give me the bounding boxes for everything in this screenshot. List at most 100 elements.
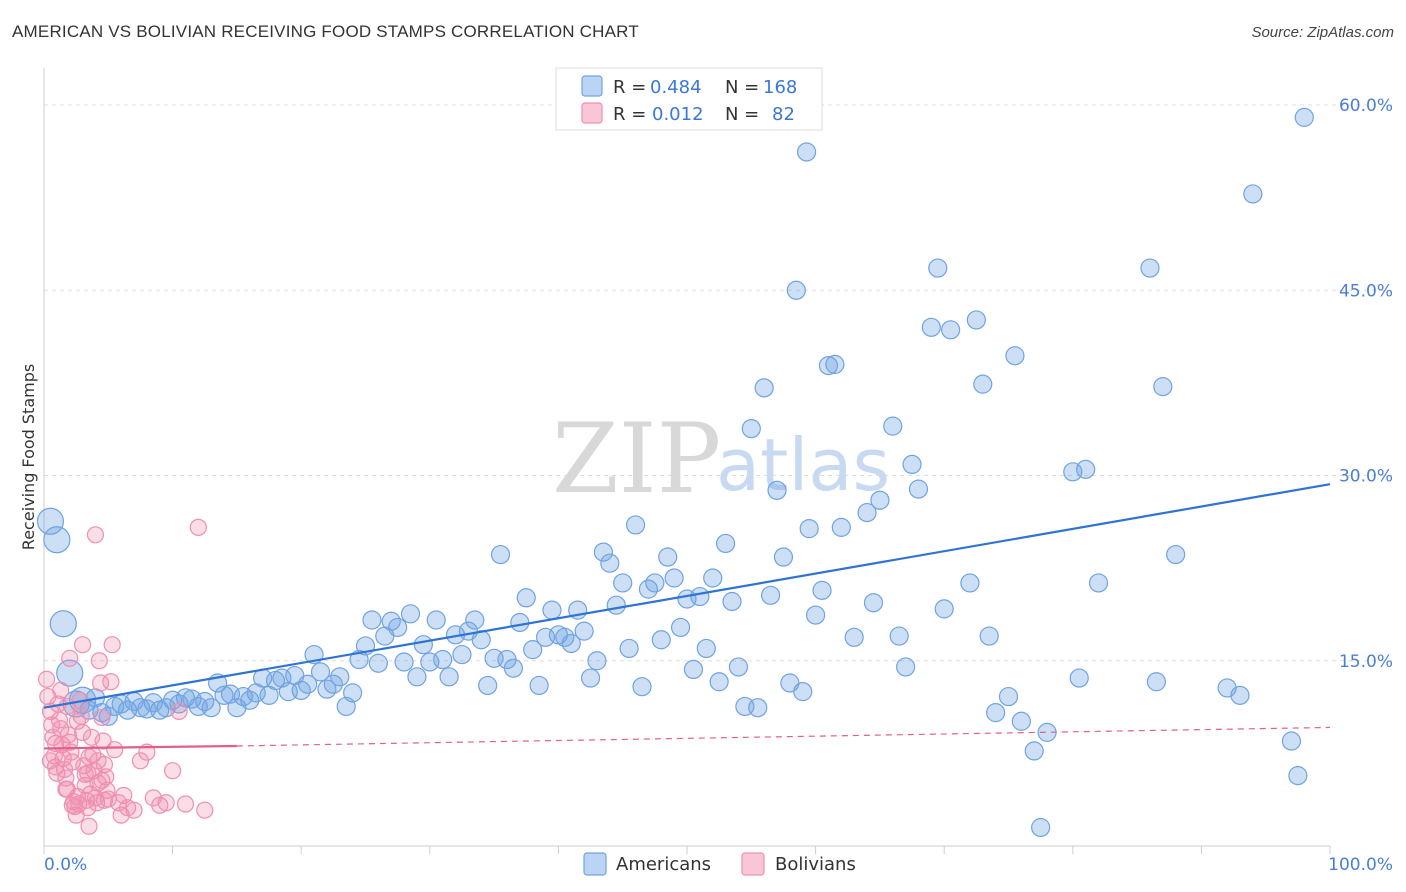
american-point — [767, 480, 787, 500]
american-point — [825, 354, 845, 374]
american-point — [960, 573, 980, 593]
bolivians-points — [37, 518, 214, 835]
bolivian-point — [37, 670, 56, 688]
bolivians-r-value: 0.012 — [652, 104, 704, 125]
american-point — [413, 635, 433, 655]
american-point — [1005, 346, 1025, 366]
bolivian-point — [106, 741, 124, 759]
american-point — [43, 526, 71, 554]
bolivians-trendline-extension — [236, 726, 1331, 747]
american-point — [1166, 544, 1186, 565]
american-point — [883, 416, 903, 436]
bolivian-point — [95, 791, 114, 809]
american-point — [478, 675, 498, 696]
american-point — [400, 604, 421, 624]
bolivian-point — [176, 795, 195, 813]
bolivian-point — [157, 794, 175, 812]
american-point — [786, 280, 806, 300]
american-point — [748, 698, 768, 718]
y-tick-label: 60.0% — [1339, 96, 1393, 116]
american-point — [510, 612, 530, 633]
americans-swatch — [581, 75, 603, 97]
american-point — [908, 479, 929, 499]
american-point — [754, 378, 774, 398]
bolivian-point — [189, 518, 207, 536]
american-point — [998, 686, 1019, 707]
watermark-zip: ZIP — [552, 403, 721, 515]
bolivians-n-label: N = — [725, 104, 759, 125]
american-point — [728, 657, 749, 677]
american-point — [741, 418, 761, 439]
american-point — [1288, 766, 1308, 786]
americans-n-label: N = — [725, 77, 759, 98]
bolivian-point — [90, 652, 108, 670]
bolivian-point — [196, 801, 214, 819]
american-point — [613, 573, 633, 593]
american-point — [1146, 672, 1166, 692]
american-point — [574, 621, 594, 641]
american-point — [818, 356, 839, 376]
bolivian-point — [115, 786, 133, 804]
american-point — [593, 542, 614, 562]
bolivian-point — [79, 764, 97, 782]
american-point — [1243, 184, 1263, 204]
american-point — [1076, 459, 1096, 479]
x-ticks — [43, 846, 1331, 854]
american-point — [56, 659, 84, 687]
american-point — [36, 507, 65, 535]
bolivian-point — [103, 636, 121, 654]
american-point — [1011, 711, 1031, 731]
y-tick-label: 30.0% — [1339, 467, 1393, 487]
x-tick-labels: 0.0% 100.0% — [44, 855, 1393, 875]
legend-bolivians-swatch — [741, 852, 765, 876]
bolivian-point — [41, 752, 60, 770]
american-point — [388, 617, 408, 638]
american-point — [760, 585, 781, 605]
y-tick-label: 45.0% — [1339, 281, 1393, 301]
american-point — [580, 668, 601, 688]
american-point — [986, 703, 1006, 723]
bolivian-point — [73, 636, 92, 654]
american-point — [143, 693, 163, 713]
legend-bolivians-label: Bolivians — [775, 854, 856, 875]
american-point — [330, 667, 350, 687]
american-point — [368, 653, 388, 673]
american-point — [298, 674, 318, 694]
bolivian-point — [131, 752, 150, 770]
american-point — [645, 573, 665, 593]
bolivians-r-label: R = — [613, 104, 646, 125]
american-point — [690, 586, 710, 607]
americans-r-label: R = — [613, 77, 646, 98]
american-point — [587, 651, 607, 671]
bolivian-point — [61, 649, 79, 667]
american-point — [201, 698, 221, 718]
american-point — [1069, 668, 1089, 688]
bolivian-point — [164, 762, 182, 780]
american-point — [523, 640, 543, 660]
bolivian-point — [58, 780, 76, 798]
american-point — [542, 600, 562, 620]
american-point — [722, 591, 742, 612]
americans-trendline — [43, 483, 1331, 709]
american-point — [1140, 258, 1160, 278]
bolivian-point — [94, 732, 112, 750]
american-point — [921, 317, 941, 337]
american-point — [240, 690, 260, 710]
american-point — [934, 599, 954, 619]
american-point — [323, 674, 343, 694]
american-point — [600, 553, 620, 573]
american-point — [863, 593, 884, 613]
american-point — [619, 638, 639, 659]
american-point — [844, 627, 864, 647]
american-point — [979, 626, 999, 646]
american-point — [658, 547, 678, 567]
american-point — [857, 502, 877, 523]
american-point — [439, 667, 459, 687]
american-point — [889, 626, 909, 646]
stats-legend: R = 0.484 N = 168 R = 0.012 N = 82 — [555, 67, 823, 131]
american-point — [130, 698, 151, 718]
american-point — [812, 580, 832, 600]
legend-americans-swatch — [583, 852, 607, 876]
chart-title: AMERICAN VS BOLIVIAN RECEIVING FOOD STAM… — [12, 22, 639, 41]
americans-points — [36, 107, 1314, 838]
